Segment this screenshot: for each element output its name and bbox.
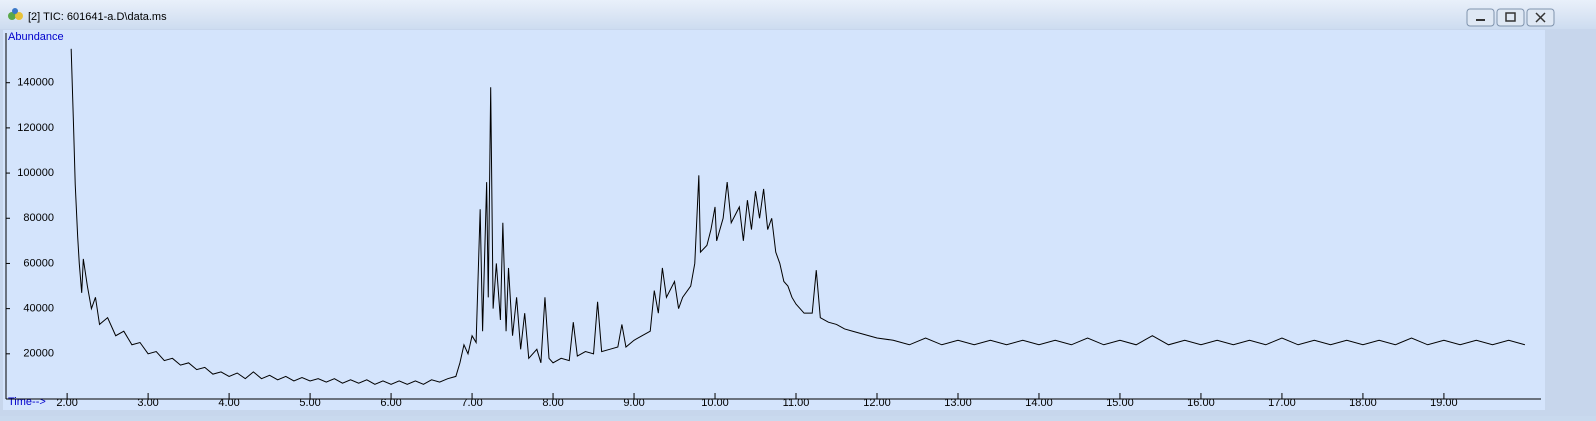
window-buttons[interactable]: [1466, 8, 1555, 27]
minimize-button[interactable]: [1466, 8, 1495, 27]
restore-button[interactable]: [1496, 8, 1525, 27]
x-tick-label: 5.00: [299, 397, 320, 409]
x-tick-label: 10.00: [701, 397, 729, 409]
x-tick-label: 8.00: [542, 397, 563, 409]
y-tick-label: 100000: [17, 167, 54, 179]
x-tick-label: 18.00: [1349, 397, 1377, 409]
minimize-icon: [1476, 19, 1485, 21]
x-tick-label: 13.00: [944, 397, 972, 409]
title-bar: [0, 0, 1596, 29]
x-tick-label: 4.00: [218, 397, 239, 409]
y-tick-label: 120000: [17, 122, 54, 134]
x-tick-label: 12.00: [863, 397, 891, 409]
app-icon: [8, 8, 23, 20]
plot-area: [3, 30, 1545, 410]
x-tick-label: 2.00: [56, 397, 77, 409]
x-axis-label: Time-->: [8, 396, 46, 408]
restore-icon: [1505, 12, 1516, 22]
x-tick-label: 11.00: [783, 397, 810, 409]
close-icon: [1535, 12, 1546, 23]
data-line: [70, 48, 1526, 385]
chart: 20000 40000 60000 80000 100000 120000 140000 2.…: [5, 33, 1541, 409]
x-tick-label: 16.00: [1187, 397, 1215, 409]
x-tick-label: 7.00: [461, 397, 482, 409]
x-tick-label: 17.00: [1268, 397, 1296, 409]
y-tick-label: 80000: [23, 212, 54, 224]
y-tick-label: 20000: [23, 348, 54, 360]
y-tick-label: 40000: [23, 303, 54, 315]
x-tick-label: 19.00: [1430, 397, 1458, 409]
x-tick-label: 3.00: [137, 397, 158, 409]
x-tick-label: 15.00: [1106, 397, 1134, 409]
y-tick-label: 140000: [17, 77, 54, 89]
window-title: [2] TIC: 601641-a.D\data.ms: [28, 11, 167, 23]
x-tick-label: 6.00: [380, 397, 401, 409]
y-tick-label: 60000: [23, 257, 54, 269]
y-axis-label: Abundance: [8, 31, 64, 43]
x-tick-label: 14.00: [1025, 397, 1053, 409]
x-tick-label: 9.00: [623, 397, 644, 409]
